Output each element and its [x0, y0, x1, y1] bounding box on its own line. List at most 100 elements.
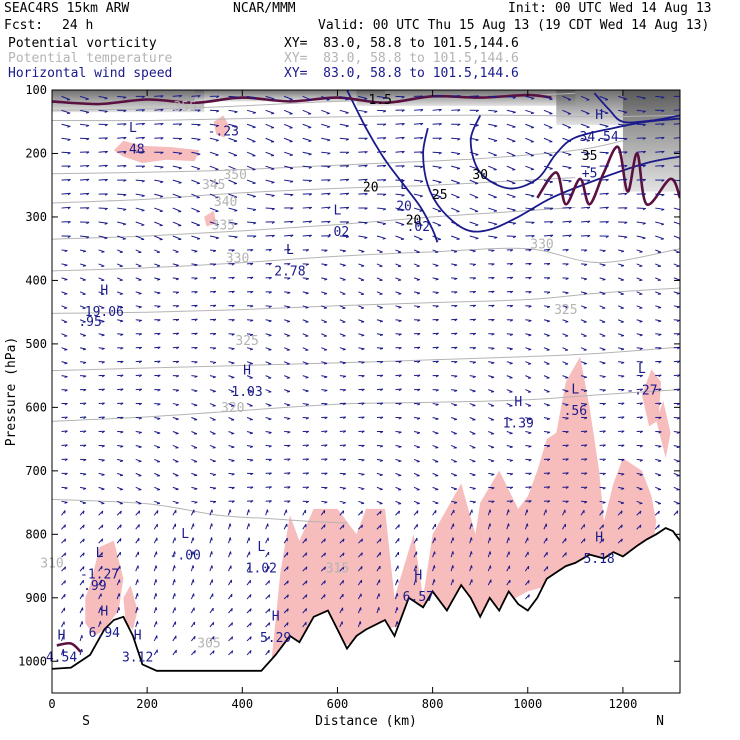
- wind-arrow: [543, 430, 551, 434]
- wind-arrow: [265, 361, 272, 365]
- wind-arrow: [599, 416, 606, 420]
- wind-arrow: [247, 290, 254, 294]
- wind-arrow: [599, 137, 609, 142]
- wind-arrow: [321, 347, 328, 351]
- wind-arrow: [525, 248, 532, 252]
- wind-arrow: [581, 500, 588, 504]
- wind-arrow: [673, 137, 680, 139]
- wind-arrow: [117, 402, 124, 406]
- wind-arrow: [98, 593, 102, 600]
- wind-arrow: [209, 361, 217, 364]
- wind-arrow: [376, 510, 382, 516]
- wind-arrow: [191, 123, 201, 127]
- wind-arrow: [79, 621, 84, 628]
- wind-arrow: [543, 551, 548, 558]
- wind-arrow: [358, 207, 368, 210]
- extremum-value: +5: [582, 167, 598, 182]
- wind-arrow: [246, 622, 252, 628]
- wind-arrow: [599, 524, 604, 530]
- wind-arrow: [673, 291, 680, 295]
- wind-arrow: [525, 417, 532, 421]
- wind-arrow: [488, 290, 495, 294]
- wind-arrow: [506, 109, 516, 114]
- wind-arrow: [673, 346, 680, 350]
- wind-arrow: [618, 388, 625, 392]
- wind-arrow: [543, 234, 554, 238]
- wind-arrow: [228, 486, 235, 490]
- wind-arrow: [376, 430, 384, 434]
- wind-arrow: [302, 193, 312, 196]
- wind-arrow: [376, 305, 383, 309]
- wind-arrow: [80, 416, 87, 420]
- wind-arrow: [302, 305, 309, 309]
- wind-arrow: [506, 472, 514, 476]
- wind-arrow: [228, 509, 232, 516]
- wind-arrow: [636, 374, 643, 378]
- theta-label: 305: [197, 636, 220, 651]
- wind-arrow: [376, 524, 382, 530]
- wind-arrow: [395, 374, 402, 378]
- pv-shade-band: [194, 90, 386, 102]
- y-tick-label: 100: [25, 83, 47, 97]
- wind-arrow: [172, 472, 179, 477]
- wind-arrow: [376, 95, 387, 100]
- wind-arrow: [265, 458, 272, 462]
- wind-arrow: [209, 403, 216, 407]
- wind-arrow: [228, 608, 233, 614]
- wind-arrow: [154, 458, 161, 463]
- wind-arrow: [302, 509, 307, 516]
- wind-arrow: [469, 290, 476, 294]
- wind-arrow: [451, 304, 458, 308]
- wind-arrow: [636, 430, 643, 434]
- wind-arrow: [283, 552, 289, 558]
- wind-arrow: [357, 579, 363, 586]
- wind-arrow: [190, 509, 195, 516]
- wind-arrow: [432, 346, 439, 350]
- wind-arrow: [599, 206, 609, 210]
- wind-arrow: [284, 486, 291, 489]
- wind-arrow: [450, 235, 460, 240]
- wind-arrow: [599, 109, 609, 115]
- wind-arrow: [506, 375, 513, 379]
- wind-arrow: [154, 403, 161, 406]
- wind-arrow: [358, 347, 365, 351]
- wind-arrow: [154, 389, 161, 392]
- wind-arrow: [655, 402, 662, 406]
- wind-arrow: [191, 165, 201, 170]
- wind-arrow: [580, 137, 590, 142]
- wind-arrow: [247, 500, 254, 503]
- wind-arrow: [599, 151, 609, 155]
- wind-arrow: [284, 458, 291, 462]
- x-tick-label: 1000: [513, 697, 542, 711]
- wind-arrow: [655, 360, 662, 364]
- wind-arrow: [116, 538, 122, 544]
- wind-arrow: [376, 388, 384, 392]
- wind-arrow: [432, 179, 442, 184]
- wind-arrow: [79, 579, 85, 586]
- wind-arrow: [283, 580, 289, 586]
- wind-arrow: [413, 537, 418, 544]
- wind-arrow: [339, 137, 349, 141]
- wind-arrow: [302, 403, 309, 406]
- y-axis-label: Pressure (hPa): [4, 337, 19, 447]
- wind-arrow: [246, 137, 256, 143]
- wind-arrow: [376, 235, 386, 240]
- wind-arrow: [116, 249, 123, 254]
- wind-arrow: [265, 500, 272, 503]
- wind-arrow: [636, 333, 643, 337]
- wind-arrow: [525, 403, 532, 407]
- wind-arrow: [562, 472, 569, 475]
- wind-arrow: [525, 305, 532, 308]
- wind-arrow: [506, 444, 513, 449]
- wind-arrow: [172, 375, 180, 378]
- wind-arrow: [618, 347, 625, 351]
- wind-arrow: [599, 192, 609, 196]
- wind-arrow: [673, 486, 680, 491]
- wind-arrow: [339, 416, 347, 420]
- wind-arrow: [413, 417, 421, 420]
- wind-arrow: [246, 537, 251, 544]
- wind-arrow: [636, 164, 646, 168]
- wind-arrow: [191, 95, 201, 98]
- wind-arrow: [562, 537, 567, 544]
- wind-arrow: [154, 332, 161, 336]
